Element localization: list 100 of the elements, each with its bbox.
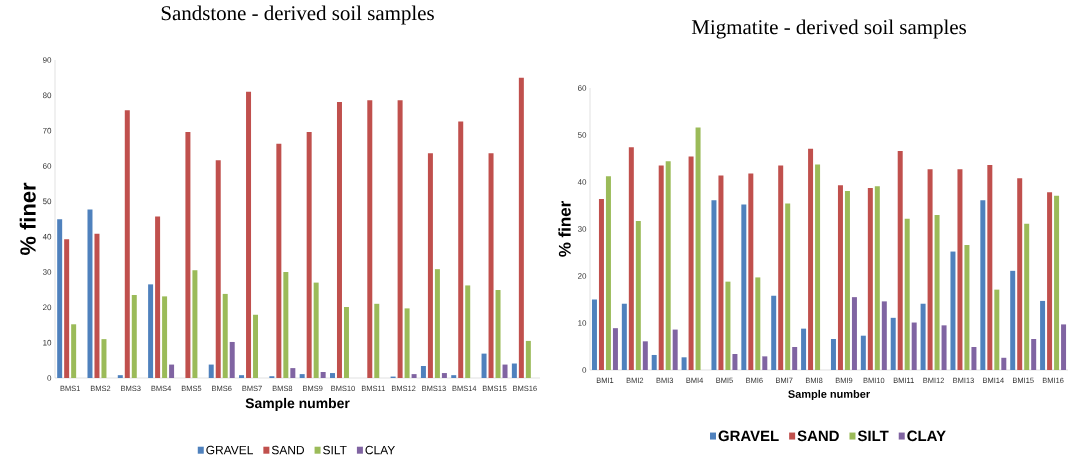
bar — [1040, 300, 1046, 370]
bar — [404, 308, 410, 378]
bar — [1054, 195, 1060, 370]
bar — [837, 185, 843, 370]
bar — [434, 269, 440, 378]
bar — [941, 325, 947, 370]
bar — [313, 282, 319, 378]
bar — [71, 324, 77, 378]
bar — [950, 251, 956, 370]
bar — [785, 203, 791, 370]
bar — [964, 244, 970, 370]
bar — [1010, 270, 1016, 370]
bar — [148, 284, 154, 378]
bar — [635, 221, 641, 370]
bar — [881, 301, 887, 370]
bar — [681, 357, 687, 370]
bar — [762, 356, 768, 370]
bar — [64, 239, 70, 378]
bar — [374, 303, 380, 378]
bar — [598, 198, 604, 370]
bar — [732, 354, 738, 370]
bar — [320, 371, 326, 378]
bar — [897, 150, 903, 370]
bar — [276, 143, 282, 378]
bar — [169, 364, 175, 378]
bar — [994, 289, 1000, 370]
bar — [911, 322, 917, 370]
bar — [192, 270, 198, 378]
bar — [239, 375, 245, 378]
bar — [1031, 338, 1037, 370]
bar — [397, 100, 403, 378]
bar — [511, 363, 517, 378]
bar — [860, 335, 866, 370]
legend-label: SILT — [323, 445, 347, 455]
bar — [502, 364, 508, 378]
bar — [518, 77, 524, 378]
bar — [920, 303, 926, 370]
bar — [306, 132, 312, 378]
bar — [336, 102, 342, 378]
bar — [1017, 178, 1023, 370]
bar — [525, 340, 531, 378]
bar — [420, 365, 426, 378]
bar — [290, 368, 296, 378]
bar — [591, 299, 597, 370]
chart-title: Sandstone - derived soil samples — [161, 5, 434, 25]
bar — [94, 233, 100, 378]
bar — [605, 176, 611, 370]
bar — [451, 375, 457, 378]
bar — [642, 341, 648, 370]
bar — [488, 153, 494, 378]
bar — [222, 293, 228, 378]
bar — [867, 188, 873, 370]
bar — [830, 338, 836, 370]
bar — [748, 173, 754, 370]
bar — [718, 175, 724, 370]
bar — [665, 161, 671, 370]
bar — [904, 218, 910, 370]
bar — [343, 306, 349, 378]
bar — [1024, 223, 1030, 370]
bar — [283, 272, 289, 378]
bar — [658, 165, 664, 370]
bar — [957, 169, 963, 370]
legend-label: SAND — [271, 445, 304, 455]
bar — [987, 165, 993, 370]
bar — [162, 296, 168, 378]
bar — [971, 346, 977, 370]
bar — [980, 200, 986, 370]
bar — [185, 132, 191, 378]
bar — [481, 353, 487, 378]
x-axis-title: Sample number — [245, 397, 350, 411]
bar — [495, 290, 501, 378]
bar — [1061, 324, 1067, 370]
bar — [771, 295, 777, 370]
bar — [299, 374, 305, 378]
bar — [101, 339, 107, 378]
bar — [367, 100, 373, 378]
bar — [87, 209, 93, 378]
bar — [792, 346, 798, 370]
legend-label: GRAVEL — [718, 430, 779, 442]
bar — [934, 214, 940, 370]
bar — [612, 328, 618, 370]
bar — [808, 148, 814, 370]
bar — [117, 375, 123, 378]
legend-label: GRAVEL — [206, 445, 253, 455]
bar — [725, 281, 731, 370]
bar — [628, 147, 634, 370]
chart-title: Migmatite - derived soil samples — [691, 19, 967, 39]
legend-label: SAND — [797, 430, 839, 442]
bar — [741, 204, 747, 370]
bar — [253, 314, 259, 378]
y-axis-title: % finer — [558, 201, 571, 257]
bar — [927, 169, 933, 370]
bar — [778, 165, 784, 370]
bar — [124, 110, 130, 378]
bar — [1001, 357, 1007, 370]
bar — [155, 216, 161, 378]
bar — [229, 341, 235, 378]
bar — [755, 277, 761, 370]
legend-label: CLAY — [907, 430, 946, 442]
bar — [711, 200, 717, 370]
